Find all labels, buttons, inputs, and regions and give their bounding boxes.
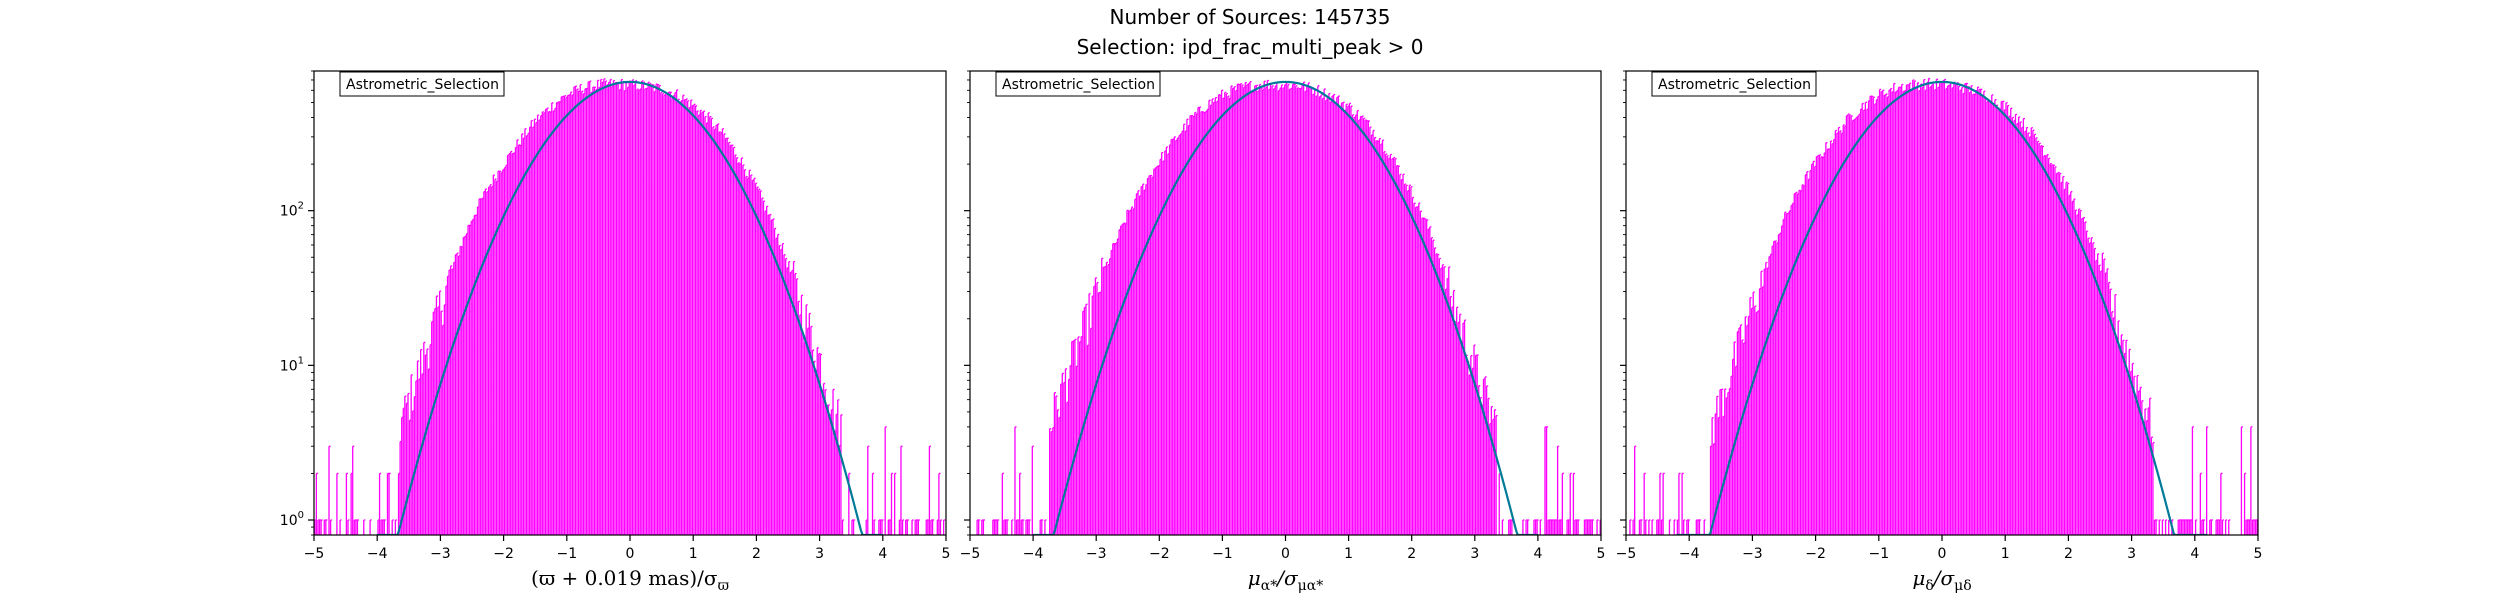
legend-label: Astrometric_Selection [1658,77,1811,93]
x-tick-label: −3 [1086,546,1107,562]
x-tick-label: 4 [2190,546,2199,562]
x-tick-label: 3 [815,546,824,562]
panel-pmdec: −5 −4 −3 −2 −1 0 1 2 3 4 5 Astrometric_Selection μδ/… [1616,70,2263,594]
y-tick-label: 102 [280,201,304,220]
x-tick-label: −5 [304,546,325,562]
x-axis-label: (ϖ + 0.019 mas)/σϖ [531,566,730,594]
x-tick-label: −2 [1805,546,1826,562]
legend: Astrometric_Selection [1651,71,1817,97]
y-tick-label: 101 [280,355,304,374]
x-tick-label: −1 [1868,546,1889,562]
x-tick-label: 1 [2001,546,2010,562]
x-tick-label: −1 [1212,546,1233,562]
x-tick-label: 2 [2064,546,2073,562]
axes-frame [313,70,947,536]
legend-label: Astrometric_Selection [346,77,499,93]
legend-box [339,71,505,97]
figure-title-sources: Number of Sources: 145735 [1109,5,1391,29]
x-tick-label: −4 [1023,546,1044,562]
x-axis-label: μα*/σμα* [1248,566,1323,594]
x-tick-label: 0 [1938,546,1947,562]
gaussian-fit-curve [1676,80,2208,535]
x-tick-label: −4 [367,546,388,562]
x-tick-label: −4 [1679,546,1700,562]
x-axis-label: μδ/σμδ [1912,566,1971,594]
x-tick-label: −1 [556,546,577,562]
x-tick-label: 4 [1533,546,1542,562]
x-tick-label: 1 [689,546,698,562]
x-tick-label: 3 [2127,546,2136,562]
figure-title-selection: Selection: ipd_frac_multi_peak > 0 [1076,35,1424,59]
x-tick-label: 0 [1281,546,1290,562]
y-tick-label: 100 [280,510,304,529]
legend: Astrometric_Selection [995,71,1161,97]
gaussian-fit-curve [377,80,883,535]
x-tick-label: 2 [752,546,761,562]
plot-area [314,78,946,535]
legend-box [1651,71,1817,97]
x-tick-label: −3 [430,546,451,562]
x-tick-label: 3 [1470,546,1479,562]
axes-frame [969,70,1602,536]
plot-area [1629,77,2258,535]
x-tick-label: −2 [1149,546,1170,562]
axes-frame [1625,70,2259,536]
histogram-series [1629,77,2258,535]
x-tick-label: −3 [1742,546,1763,562]
legend-label: Astrometric_Selection [1002,77,1155,93]
x-tick-label: −5 [960,546,981,562]
plot-area [976,79,1601,535]
panel-parallax: −5 −4 −3 −2 −1 0 1 2 3 4 5 100 101 102 Astrometric_Sel… [280,70,951,594]
histogram-series [314,78,946,535]
x-tick-label: 5 [2254,546,2263,562]
x-tick-label: −5 [1616,546,1637,562]
x-tick-label: 5 [942,546,951,562]
x-tick-label: 0 [626,546,635,562]
x-tick-label: 2 [1407,546,1416,562]
x-tick-label: 5 [1597,546,1606,562]
gaussian-fit-curve [1033,80,1538,535]
histogram-series [976,79,1601,535]
legend-box [995,71,1161,97]
x-tick-label: 4 [878,546,887,562]
legend: Astrometric_Selection [339,71,505,97]
x-tick-label: 1 [1344,546,1353,562]
panel-pmra: −5 −4 −3 −2 −1 0 1 2 3 4 5 Astrometric_Selection μα*… [960,70,1606,594]
x-tick-label: −2 [493,546,514,562]
